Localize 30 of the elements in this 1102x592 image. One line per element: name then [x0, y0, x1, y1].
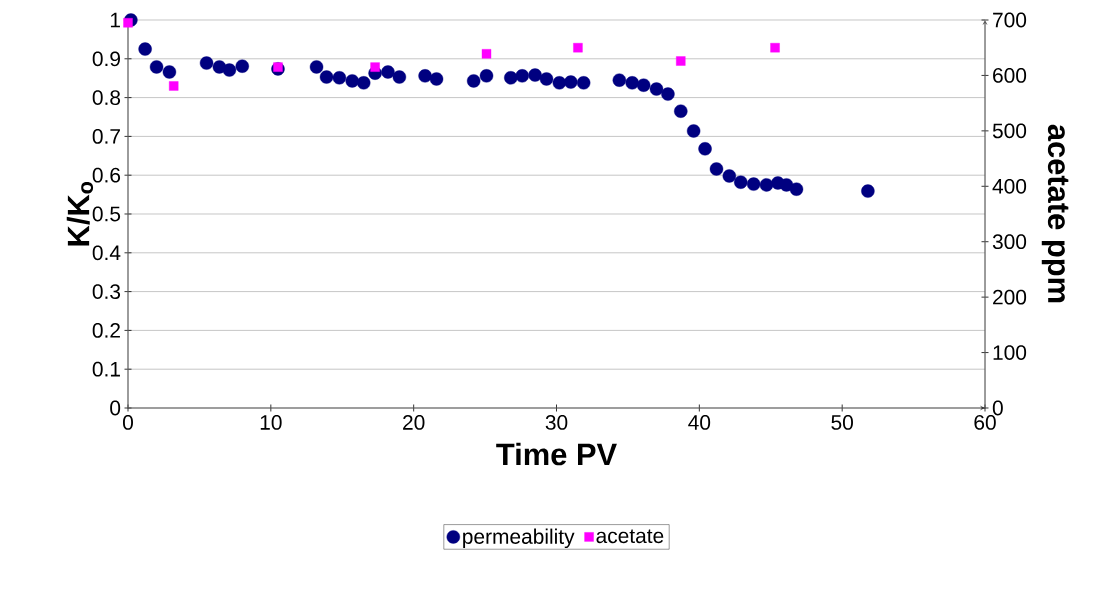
y2-axis-title: acetate ppm — [1041, 124, 1069, 303]
x-tick-label: 0 — [123, 415, 133, 430]
x-tick-label: 10 — [260, 415, 282, 430]
y-tick-label: 0.7 — [92, 128, 120, 144]
y-tick-label: 0.6 — [92, 167, 121, 183]
x-tick-label: 50 — [831, 415, 853, 430]
y2-tick-label: 0 — [992, 400, 1003, 416]
x-tick-label: 20 — [403, 415, 425, 430]
y2-tick-label: 400 — [992, 178, 1027, 194]
y-tick-label: 0.9 — [92, 51, 120, 67]
legend-label: acetate — [596, 529, 664, 544]
y-tick-label: 0.3 — [92, 284, 121, 299]
x-tick-label: 30 — [545, 415, 568, 430]
x-axis-title: Time PV — [496, 442, 617, 466]
y-tick-label: 0.2 — [92, 322, 120, 338]
x-tick-label: 60 — [974, 415, 996, 430]
y-tick-label: 0.1 — [92, 361, 120, 377]
y-tick-label: 0 — [110, 400, 121, 416]
y2-tick-label: 500 — [992, 123, 1027, 139]
y-tick-label: 1 — [110, 12, 120, 28]
y2-tick-label: 200 — [993, 289, 1027, 305]
y-tick-label: 0.5 — [92, 206, 121, 222]
x-tick-label: 40 — [688, 415, 711, 430]
y-tick-label: 0.4 — [92, 245, 121, 261]
y2-tick-label: 100 — [993, 345, 1027, 360]
y2-tick-label: 300 — [992, 234, 1027, 250]
y2-tick-label: 700 — [993, 12, 1027, 28]
y2-tick-label: 600 — [993, 68, 1027, 83]
y-tick-label: 0.8 — [92, 90, 121, 105]
legend-label: permeability — [463, 528, 575, 549]
